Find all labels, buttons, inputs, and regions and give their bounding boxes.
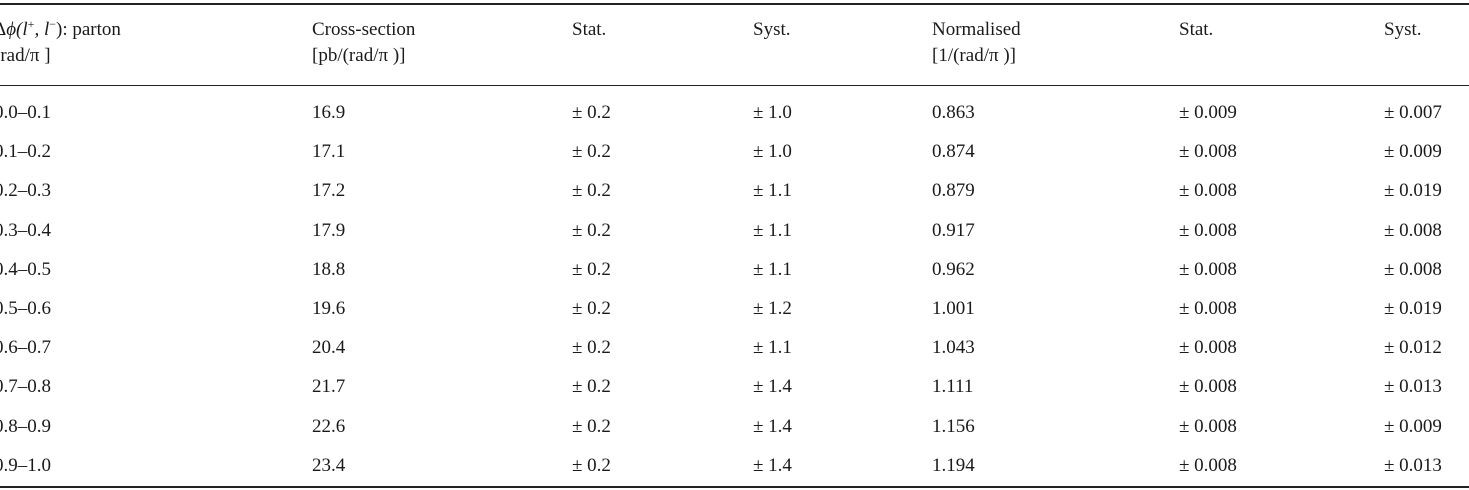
header-delta-phi: Δϕ(l+, l−): parton [rad/π ] bbox=[0, 17, 121, 69]
cell-stat: ± 0.2 bbox=[572, 102, 611, 123]
cell-norm-stat: ± 0.008 bbox=[1179, 337, 1237, 359]
header-cross-section-label: Cross-section bbox=[312, 19, 416, 40]
header-norm-syst: Syst. bbox=[1384, 19, 1422, 40]
cell-cross-section: 23.4 bbox=[312, 454, 346, 476]
cell-bin: 0.2–0.3 bbox=[0, 180, 51, 202]
cell-bin: 0.4–0.5 bbox=[0, 258, 51, 280]
header-cross-section-unit: [pb/(rad/π )] bbox=[312, 45, 406, 66]
cell-syst: ± 1.0 bbox=[753, 141, 792, 163]
cell-norm-stat: ± 0.008 bbox=[1179, 219, 1237, 241]
header-delta-phi-unit: [rad/π ] bbox=[0, 45, 51, 66]
cell-norm-stat: ± 0.008 bbox=[1179, 376, 1237, 398]
cell-syst: ± 1.1 bbox=[753, 180, 792, 202]
cell-syst: ± 1.4 bbox=[753, 376, 792, 398]
cell-norm-syst: ± 0.009 bbox=[1384, 415, 1442, 437]
header-normalised-label: Normalised bbox=[932, 19, 1021, 40]
cell-norm-syst: ± 0.007 bbox=[1384, 102, 1442, 123]
cell-normalised: 0.879 bbox=[932, 180, 975, 202]
cell-stat: ± 0.2 bbox=[572, 298, 611, 319]
cell-normalised: 1.111 bbox=[932, 376, 974, 398]
cell-bin: 0.3–0.4 bbox=[0, 219, 51, 241]
header-norm-stat: Stat. bbox=[1179, 19, 1214, 40]
cell-norm-stat: ± 0.009 bbox=[1179, 102, 1237, 123]
header-stat: Stat. bbox=[572, 19, 607, 40]
cell-norm-stat: ± 0.008 bbox=[1179, 298, 1237, 319]
cell-norm-syst: ± 0.013 bbox=[1384, 376, 1442, 398]
cell-syst: ± 1.4 bbox=[753, 454, 792, 476]
cell-bin: 0.7–0.8 bbox=[0, 376, 51, 398]
cell-cross-section: 16.9 bbox=[312, 102, 346, 123]
cell-normalised: 1.001 bbox=[932, 298, 975, 319]
cell-stat: ± 0.2 bbox=[572, 141, 611, 163]
header-delta-phi-line1: Δϕ(l+, l−): parton bbox=[0, 17, 121, 40]
header-normalised-unit: [1/(rad/π )] bbox=[932, 45, 1016, 66]
cell-cross-section: 17.2 bbox=[312, 180, 346, 202]
cell-stat: ± 0.2 bbox=[572, 180, 611, 202]
cell-cross-section: 17.9 bbox=[312, 219, 346, 241]
cell-normalised: 0.874 bbox=[932, 141, 975, 163]
cell-bin: 0.1–0.2 bbox=[0, 141, 51, 163]
cell-bin: 0.6–0.7 bbox=[0, 337, 51, 359]
cell-normalised: 1.156 bbox=[932, 415, 975, 437]
cell-bin: 0.5–0.6 bbox=[0, 298, 51, 319]
cell-stat: ± 0.2 bbox=[572, 258, 611, 280]
cell-syst: ± 1.2 bbox=[753, 298, 792, 319]
table-header-rule bbox=[0, 85, 1469, 86]
cell-norm-syst: ± 0.019 bbox=[1384, 180, 1442, 202]
cell-cross-section: 17.1 bbox=[312, 141, 346, 163]
cell-normalised: 0.962 bbox=[932, 258, 975, 280]
cell-stat: ± 0.2 bbox=[572, 415, 611, 437]
cell-stat: ± 0.2 bbox=[572, 376, 611, 398]
cell-norm-stat: ± 0.008 bbox=[1179, 415, 1237, 437]
table-bottom-rule bbox=[0, 486, 1469, 488]
cell-norm-syst: ± 0.013 bbox=[1384, 454, 1442, 476]
header-syst: Syst. bbox=[753, 19, 791, 40]
cell-syst: ± 1.1 bbox=[753, 219, 792, 241]
cell-norm-stat: ± 0.008 bbox=[1179, 258, 1237, 280]
cell-normalised: 1.194 bbox=[932, 454, 975, 476]
cell-stat: ± 0.2 bbox=[572, 219, 611, 241]
cell-norm-syst: ± 0.009 bbox=[1384, 141, 1442, 163]
cell-cross-section: 22.6 bbox=[312, 415, 346, 437]
cell-norm-syst: ± 0.008 bbox=[1384, 258, 1442, 280]
cell-bin: 0.9–1.0 bbox=[0, 454, 51, 476]
cell-normalised: 0.917 bbox=[932, 219, 975, 241]
cell-norm-stat: ± 0.008 bbox=[1179, 454, 1237, 476]
cell-stat: ± 0.2 bbox=[572, 454, 611, 476]
cell-syst: ± 1.1 bbox=[753, 337, 792, 359]
cell-cross-section: 19.6 bbox=[312, 298, 346, 319]
table-top-rule bbox=[0, 3, 1469, 5]
header-cross-section: Cross-section [pb/(rad/π )] bbox=[312, 17, 415, 69]
cell-syst: ± 1.4 bbox=[753, 415, 792, 437]
cell-norm-stat: ± 0.008 bbox=[1179, 141, 1237, 163]
cell-norm-syst: ± 0.019 bbox=[1384, 298, 1442, 319]
header-normalised: Normalised [1/(rad/π )] bbox=[932, 17, 1021, 69]
cell-norm-stat: ± 0.008 bbox=[1179, 180, 1237, 202]
cell-syst: ± 1.1 bbox=[753, 258, 792, 280]
cell-normalised: 0.863 bbox=[932, 102, 975, 123]
cell-normalised: 1.043 bbox=[932, 337, 975, 359]
cell-norm-syst: ± 0.008 bbox=[1384, 219, 1442, 241]
cell-bin: 0.0–0.1 bbox=[0, 102, 51, 123]
cell-cross-section: 18.8 bbox=[312, 258, 346, 280]
cell-syst: ± 1.0 bbox=[753, 102, 792, 123]
cell-norm-syst: ± 0.012 bbox=[1384, 337, 1442, 359]
cell-bin: 0.8–0.9 bbox=[0, 415, 51, 437]
cell-cross-section: 21.7 bbox=[312, 376, 346, 398]
cell-cross-section: 20.4 bbox=[312, 337, 346, 359]
cell-stat: ± 0.2 bbox=[572, 337, 611, 359]
